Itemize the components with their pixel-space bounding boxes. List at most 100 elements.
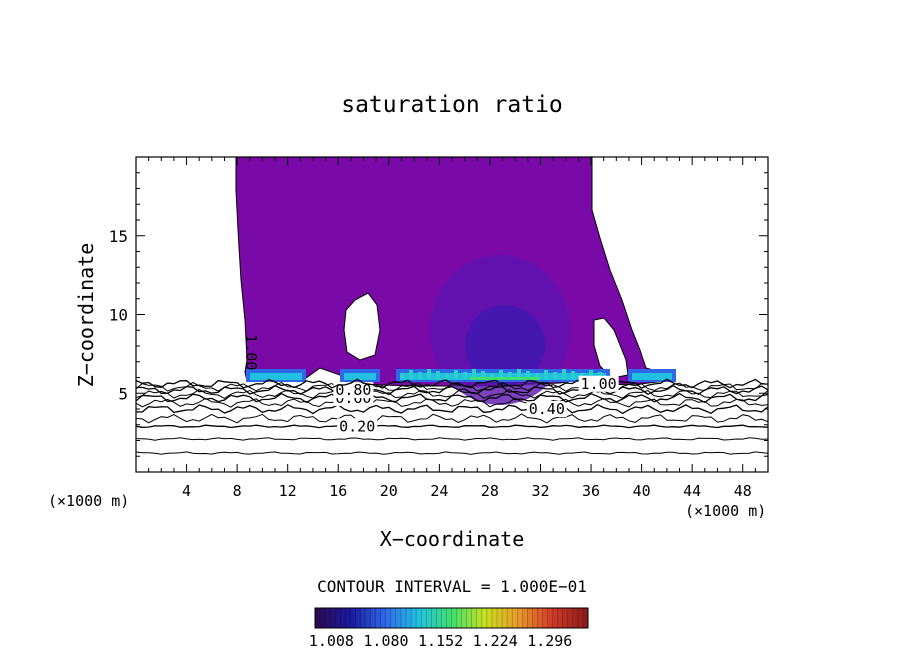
colorbar-cell xyxy=(577,608,584,628)
colorbar-cell xyxy=(507,608,513,628)
colorbar-cell xyxy=(552,608,558,628)
colorbar-cell xyxy=(335,608,341,628)
contour-label-bg xyxy=(578,375,619,392)
colorbar-cell xyxy=(421,608,427,628)
colorbar-cell xyxy=(325,608,331,628)
x-tick-label: 8 xyxy=(233,482,242,500)
colorbar-cell xyxy=(350,608,356,628)
x-unit-left: (×1000 m) xyxy=(48,492,129,510)
x-unit-right: (×1000 m) xyxy=(685,502,766,520)
colorbar-cell xyxy=(461,608,467,628)
colorbar-cell xyxy=(522,608,528,628)
x-tick-label: 40 xyxy=(633,482,651,500)
colorbar-cell xyxy=(320,608,326,628)
colorbar-cell xyxy=(547,608,553,628)
colorbar-tick-label: 1.152 xyxy=(418,632,463,650)
colorbar-cell xyxy=(542,608,548,628)
colorbar-tick-label: 1.080 xyxy=(363,632,408,650)
colorbar-cell xyxy=(411,608,417,628)
colorbar-cell xyxy=(471,608,478,628)
contour-label: 1.00 xyxy=(581,375,617,393)
colorbar-cell xyxy=(360,608,366,628)
clear-hole-left xyxy=(343,292,381,361)
x-tick-label: 32 xyxy=(531,482,549,500)
colorbar-cell xyxy=(557,608,564,628)
colorbar-cell xyxy=(330,608,336,628)
colorbar-cell xyxy=(562,608,569,628)
colorbar-cell xyxy=(491,608,498,628)
colorbar-cell xyxy=(395,608,402,628)
colorbar-cell xyxy=(390,608,397,628)
colorbar-cell xyxy=(476,608,483,628)
x-tick-label: 48 xyxy=(734,482,752,500)
colorbar-cell xyxy=(441,608,447,628)
contour-line xyxy=(136,413,768,424)
colorbar-cell xyxy=(466,608,473,628)
contour-line xyxy=(136,397,768,408)
colorbar-cell xyxy=(481,608,488,628)
clear-hole-right xyxy=(593,317,629,379)
contour-line-0.20 xyxy=(136,424,768,429)
x-tick-label: 36 xyxy=(582,482,600,500)
colorbar-cell xyxy=(365,608,371,628)
contour-label-bg xyxy=(337,418,378,435)
cloud-deep-core xyxy=(465,305,545,385)
colorbar-cell xyxy=(537,608,543,628)
colorbar-cell xyxy=(416,608,422,628)
colorbar-cell xyxy=(456,608,462,628)
colorbar-tick-label: 1.224 xyxy=(473,632,518,650)
contour-label-bg xyxy=(333,382,374,399)
colorbar-cell xyxy=(451,608,457,628)
colorbar-cell xyxy=(426,608,432,628)
colorbar-cell xyxy=(385,608,392,628)
colorbar-cell xyxy=(436,608,442,628)
colorbar-cell xyxy=(340,608,346,628)
colorbar-cell xyxy=(375,608,382,628)
contour-line-1.00 xyxy=(136,378,768,389)
x-tick-label: 16 xyxy=(329,482,347,500)
supersaturation-band xyxy=(246,369,676,382)
colorbar-cell xyxy=(406,608,412,628)
contour-label-bg xyxy=(526,401,567,417)
y-axis: 5 10 15 xyxy=(109,172,768,457)
y-axis-label: Z−coordinate xyxy=(74,243,98,388)
contour-lines: 0.200.400.600.801.001.00 xyxy=(136,334,768,455)
x-tick-label: 28 xyxy=(481,482,499,500)
contour-line-0.40 xyxy=(136,403,768,415)
colorbar-cell xyxy=(582,608,589,628)
colorbar-cell xyxy=(315,608,321,628)
colorbar-cell xyxy=(502,608,508,628)
y-tick-label: 10 xyxy=(109,306,128,325)
x-axis-label: X−coordinate xyxy=(380,527,525,551)
colorbar-cell xyxy=(380,608,387,628)
x-tick-label: 44 xyxy=(683,482,701,500)
colorbar-tick-label: 1.296 xyxy=(527,632,572,650)
contour-label: 0.40 xyxy=(529,400,565,418)
colorbar: 1.008 1.080 1.152 1.224 1.296 xyxy=(309,607,589,650)
colorbar-cell xyxy=(370,608,376,628)
colorbar-frame xyxy=(314,607,589,629)
colorbar-tick-label: 1.008 xyxy=(309,632,354,650)
colorbar-cell xyxy=(497,608,503,628)
x-tick-label: 12 xyxy=(279,482,297,500)
x-tick-label: 4 xyxy=(182,482,191,500)
contour-line-0.60 xyxy=(136,392,768,404)
colorbar-cell xyxy=(446,608,452,628)
colorbar-cell xyxy=(345,608,351,628)
contour-label: 1.00 xyxy=(242,334,260,370)
colorbar-cell xyxy=(517,608,523,628)
colorbar-cell xyxy=(355,608,361,628)
colorbar-cell xyxy=(572,608,579,628)
colorbar-cell xyxy=(400,608,407,628)
x-axis: 4 8 12 16 20 24 28 32 36 40 44 48 xyxy=(148,157,756,500)
plot-area: 0.200.400.600.801.001.00 xyxy=(135,156,769,473)
contour-line xyxy=(136,451,768,455)
colorbar-cell xyxy=(567,608,574,628)
contour-label: 0.20 xyxy=(339,417,375,435)
x-tick-label: 20 xyxy=(380,482,398,500)
chart-title: saturation ratio xyxy=(341,92,563,118)
colorbar-cell xyxy=(532,608,538,628)
y-tick-label: 5 xyxy=(118,384,128,403)
colorbar-cell xyxy=(512,608,518,628)
